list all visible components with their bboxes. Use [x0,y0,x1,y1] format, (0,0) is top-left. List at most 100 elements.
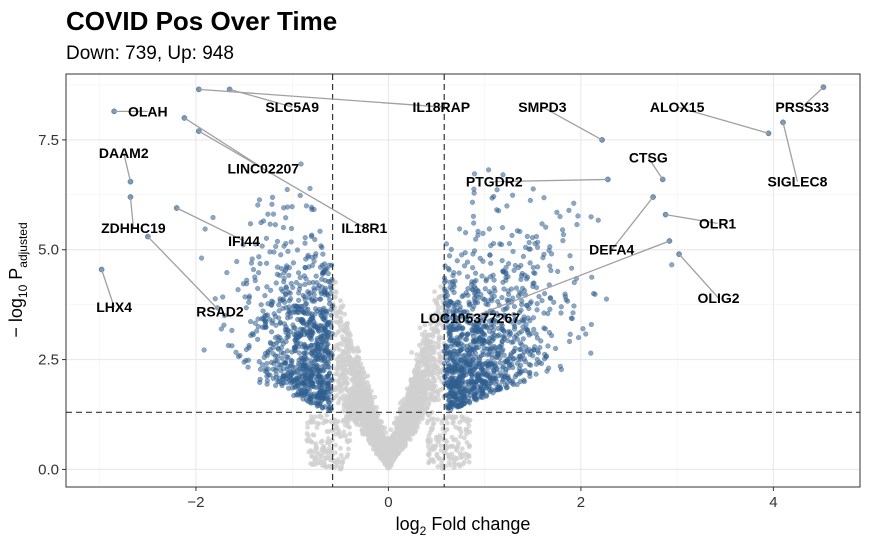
significant-point [583,331,589,337]
significant-point [325,271,331,277]
significant-point [496,386,502,393]
significant-point [299,303,305,310]
significant-point [547,306,553,312]
non-significant-point [436,336,442,342]
non-significant-point [309,462,315,468]
significant-point [325,364,331,370]
significant-point [471,171,478,177]
significant-point [269,194,276,200]
non-significant-point [383,460,388,466]
significant-point [531,347,537,353]
significant-point [471,385,477,391]
non-significant-point [352,373,358,378]
significant-point [297,274,303,281]
significant-point [491,277,497,283]
label-connector [611,196,654,251]
non-significant-point [368,425,374,431]
non-significant-point [394,425,400,431]
non-significant-point [318,453,323,459]
non-significant-point [464,440,470,445]
significant-point [484,352,490,358]
significant-point [541,195,547,201]
significant-point [257,366,264,372]
significant-point [521,379,527,385]
non-significant-point [359,378,364,383]
significant-point [246,345,252,351]
significant-point [273,322,279,328]
significant-point [521,349,528,355]
significant-point [256,197,263,203]
non-significant-point [323,456,328,462]
significant-point [474,373,480,379]
x-tick-label: 4 [769,494,777,511]
significant-point [569,265,575,271]
significant-point [517,353,523,359]
significant-point [499,326,506,332]
significant-point [293,279,300,286]
non-significant-point [411,417,417,423]
non-significant-point [324,429,330,434]
significant-point [326,320,332,326]
non-significant-point [338,452,344,458]
significant-point [484,372,490,378]
significant-point [533,284,540,291]
non-significant-point [336,328,342,334]
non-significant-point [383,454,388,460]
significant-point [541,310,547,316]
significant-point [527,197,533,203]
non-significant-point [457,450,463,456]
significant-point [444,292,451,299]
significant-point [520,336,526,342]
significant-point [505,288,511,294]
significant-point [279,382,285,389]
non-significant-point [406,435,412,441]
significant-point [321,261,328,267]
significant-point [575,334,582,341]
non-significant-point [419,416,425,422]
non-significant-point [425,443,431,449]
significant-point [255,270,262,276]
non-significant-point [366,391,372,397]
significant-point [478,366,484,372]
significant-point [560,232,567,238]
non-significant-point [428,332,434,338]
significant-point [283,240,289,247]
significant-point [221,312,228,319]
non-significant-point [336,430,342,436]
significant-point [286,289,292,295]
significant-point [302,344,308,350]
significant-point [530,186,536,192]
gene-label: SIGLEC8 [767,174,827,190]
gene-label: OLIG2 [698,290,740,306]
significant-point [471,220,477,226]
significant-point [559,227,566,233]
non-significant-point [427,447,433,453]
non-significant-point [313,443,319,449]
significant-point [567,253,573,259]
significant-point [543,354,549,360]
significant-point [489,195,495,201]
significant-point [267,221,273,227]
significant-point [262,293,268,299]
non-significant-point [322,461,327,467]
significant-point [513,285,520,291]
significant-point [595,217,601,223]
non-significant-point [318,450,323,455]
significant-point [284,354,290,360]
x-axis-title: log2 Fold change [396,514,531,538]
gene-label: OLR1 [699,215,737,231]
significant-point [311,287,318,293]
non-significant-point [339,305,345,310]
significant-point [456,226,463,232]
label-connector [494,178,608,183]
significant-point [603,296,610,302]
significant-point [293,303,300,309]
non-significant-point [359,385,365,391]
significant-point [263,235,270,241]
significant-point [250,266,257,273]
significant-point [527,318,533,324]
non-significant-point [375,411,381,417]
gene-label: IL18RAP [413,99,471,115]
non-significant-point [435,417,440,423]
significant-point [454,335,460,341]
